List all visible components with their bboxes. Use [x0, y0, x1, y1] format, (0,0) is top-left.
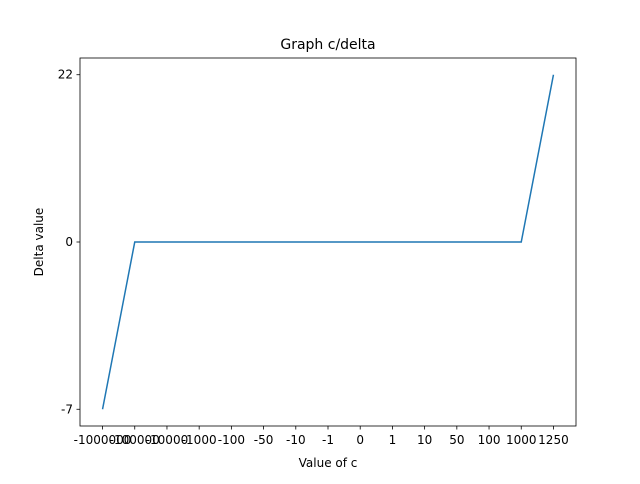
y-axis-label: Delta value: [32, 208, 46, 277]
x-tick-label: -1000000: [74, 433, 132, 447]
x-tick-label: 50: [449, 433, 464, 447]
x-tick-label: 1250: [538, 433, 569, 447]
data-line: [101, 74, 555, 410]
x-tick-label: -10000: [146, 433, 189, 447]
y-tick-label: 0: [65, 235, 73, 249]
x-tick-label: -1000: [182, 433, 217, 447]
x-tick-label: -10: [286, 433, 306, 447]
y-tick-label: -7: [61, 402, 73, 416]
x-axis-label: Value of c: [299, 456, 358, 470]
x-tick-label: 10: [417, 433, 432, 447]
x-tick-label: -100000: [110, 433, 160, 447]
x-tick-label: -1: [322, 433, 334, 447]
chart-title: Graph c/delta: [280, 37, 375, 53]
x-tick-label: 100: [478, 433, 501, 447]
x-tick-label: -100: [218, 433, 245, 447]
x-tick-label: 1000: [506, 433, 537, 447]
x-tick-label: 1: [389, 433, 397, 447]
x-tick-label: 0: [356, 433, 364, 447]
y-tick-label: 22: [58, 68, 73, 82]
x-tick-label: -50: [254, 433, 274, 447]
